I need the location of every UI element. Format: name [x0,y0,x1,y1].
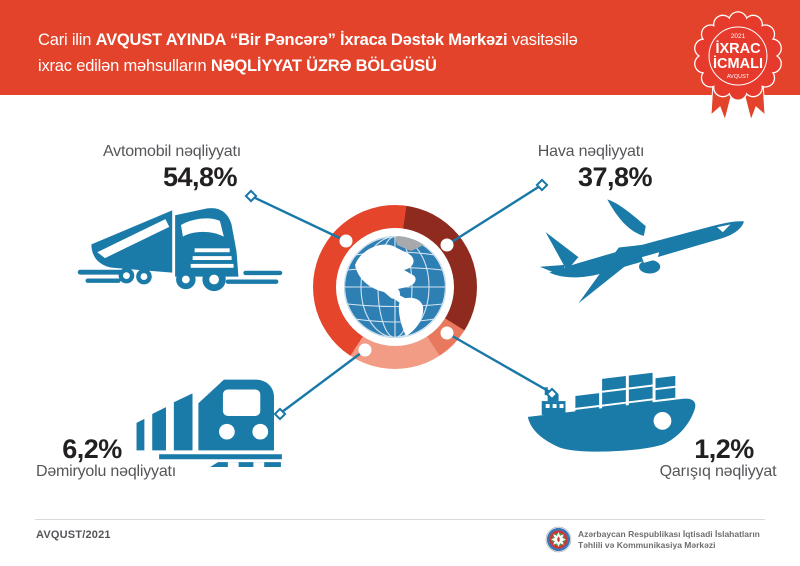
export-review-badge: 2021 İXRAC İCMALI AVQUST [694,11,782,122]
truck-icon [77,208,283,292]
page-title: Cari ilin AVQUST AYINDA “Bir Pəncərə” İx… [38,27,678,79]
air-transport-value: 37,8% [577,162,653,192]
footer-org-line2: Təhlili və Kommunikasiya Mərkəzi [578,540,716,550]
title-line-1: Cari ilin AVQUST AYINDA “Bir Pəncərə” İx… [38,31,578,49]
title-line-2: ixrac edilən məhsulların NƏQLİYYAT ÜZRƏ … [38,57,437,75]
footer-org-line1: Azərbaycan Respublikası İqtisadi İslahat… [578,529,760,539]
badge-title-line1: İXRAC [715,40,761,57]
air-transport-label: Hava nəqliyyatı [537,143,645,160]
badge-month: AVQUST [727,74,750,80]
badge-title-line2: İCMALI [713,55,763,72]
mixed-transport-label: Qarışıq nəqliyyat [659,463,777,480]
airplane-icon [539,199,744,304]
badge-inner-ring [708,26,768,86]
footer-date: AVQUST/2021 [36,529,111,541]
connector-air [446,184,541,247]
badge-year: 2021 [731,33,746,40]
road-transport-value: 54,8% [162,162,238,192]
azerbaijan-emblem-icon [545,526,572,553]
globe-icon [344,236,446,338]
train-icon [136,379,282,468]
footer-organization: Azərbaycan Respublikası İqtisadi İslahat… [578,529,760,551]
road-transport-label: Avtomobil nəqliyyatı [102,143,241,160]
rail-transport-label: Dəmiryolu nəqliyyatı [35,463,177,480]
rail-transport-value: 6,2% [62,434,122,464]
header-banner: Cari ilin AVQUST AYINDA “Bir Pəncərə” İx… [0,0,800,95]
footer-divider [35,519,765,520]
cargo-ship-icon [527,372,696,452]
mixed-transport-value: 1,2% [694,434,754,464]
